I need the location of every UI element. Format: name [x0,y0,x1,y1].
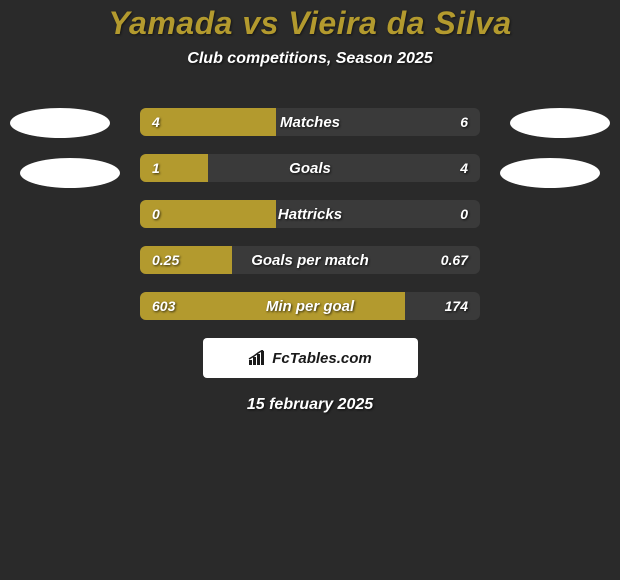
bar-value-right: 4 [460,154,468,182]
bar-row-matches: 4 Matches 6 [140,108,480,136]
comparison-section: 4 Matches 6 1 Goals 4 0 Hattricks 0 [0,108,620,414]
bar-value-right: 6 [460,108,468,136]
bar-value-right: 174 [445,292,468,320]
player-right-avatar-2 [500,158,600,188]
page-title: Yamada vs Vieira da Silva [0,5,620,42]
bar-label: Goals per match [140,246,480,274]
bar-row-goals: 1 Goals 4 [140,154,480,182]
bar-row-goals-per-match: 0.25 Goals per match 0.67 [140,246,480,274]
bar-label: Matches [140,108,480,136]
attribution-badge: FcTables.com [203,338,418,378]
bar-value-right: 0.67 [441,246,468,274]
bar-label: Min per goal [140,292,480,320]
bars-wrapper: 4 Matches 6 1 Goals 4 0 Hattricks 0 [140,108,480,320]
bar-row-hattricks: 0 Hattricks 0 [140,200,480,228]
player-left-avatar-1 [10,108,110,138]
bar-value-right: 0 [460,200,468,228]
bar-row-min-per-goal: 603 Min per goal 174 [140,292,480,320]
player-left-avatar-2 [20,158,120,188]
date-label: 15 february 2025 [0,396,620,414]
player-right-avatar-1 [510,108,610,138]
bar-label: Hattricks [140,200,480,228]
chart-icon [248,350,268,366]
bar-label: Goals [140,154,480,182]
attribution-text: FcTables.com [272,350,371,367]
subtitle: Club competitions, Season 2025 [0,50,620,68]
